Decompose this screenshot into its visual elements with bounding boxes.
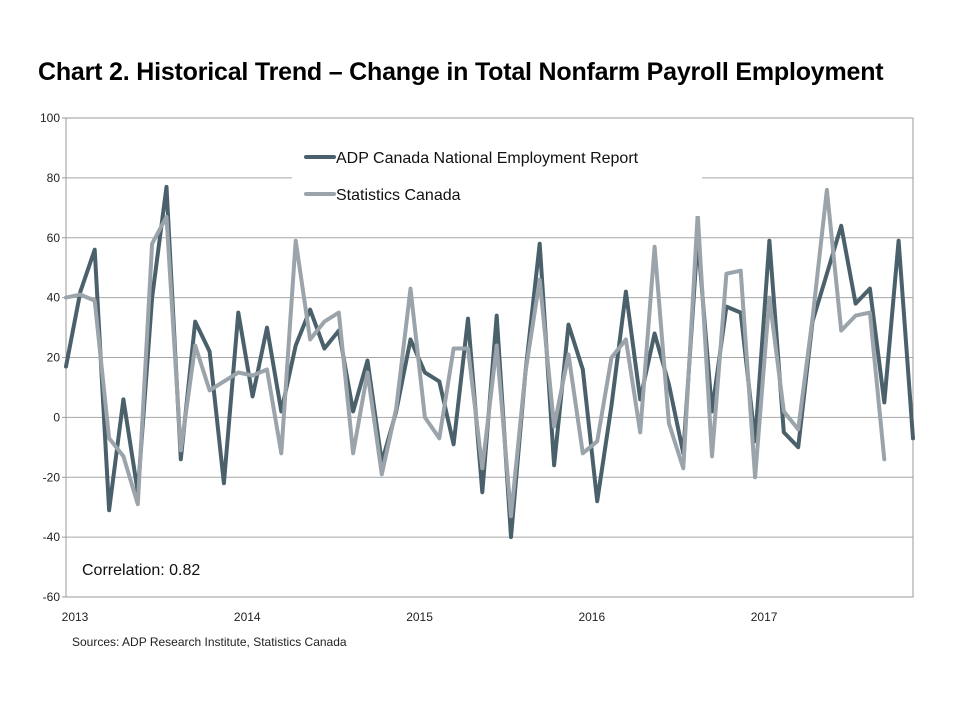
legend-background bbox=[292, 140, 702, 216]
y-tick-label: -40 bbox=[43, 530, 61, 544]
y-tick-label: 60 bbox=[47, 231, 61, 245]
x-axis-tick-labels: 2013 2014 2015 2016 2017 bbox=[62, 610, 778, 624]
y-tick-label: 20 bbox=[47, 351, 61, 365]
series-line-statcan bbox=[64, 187, 887, 519]
x-tick-label: 2015 bbox=[406, 610, 433, 624]
y-tick-label: 0 bbox=[53, 410, 60, 424]
chart-title: Chart 2. Historical Trend – Change in To… bbox=[38, 58, 884, 86]
series-lines bbox=[64, 184, 915, 540]
y-axis-tick-labels: -60 -40 -20 0 20 40 60 80 100 bbox=[40, 111, 60, 604]
y-tick-label: 80 bbox=[47, 171, 61, 185]
legend-label-adp: ADP Canada National Employment Report bbox=[336, 150, 639, 167]
x-tick-label: 2016 bbox=[578, 610, 605, 624]
y-tick-label: 100 bbox=[40, 111, 60, 125]
legend: ADP Canada National Employment Report St… bbox=[292, 140, 702, 216]
x-tick-label: 2013 bbox=[62, 610, 89, 624]
x-tick-label: 2014 bbox=[234, 610, 261, 624]
y-tick-label: -60 bbox=[43, 590, 61, 604]
source-note: Sources: ADP Research Institute, Statist… bbox=[72, 635, 347, 649]
y-tick-label: -20 bbox=[43, 470, 61, 484]
x-tick-label: 2017 bbox=[751, 610, 778, 624]
legend-label-statcan: Statistics Canada bbox=[336, 187, 461, 204]
y-tick-label: 40 bbox=[47, 291, 61, 305]
correlation-annotation: Correlation: 0.82 bbox=[82, 562, 200, 579]
